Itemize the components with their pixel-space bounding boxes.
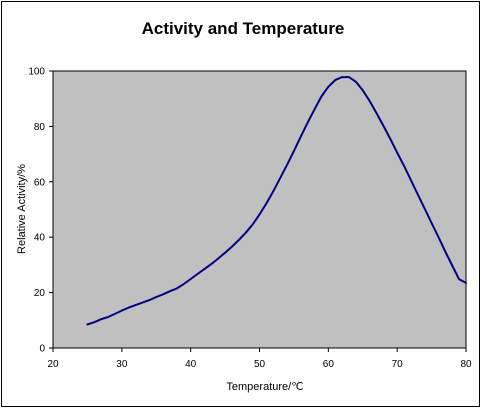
data-point [382, 125, 384, 127]
data-point [334, 79, 336, 81]
data-point [396, 152, 398, 154]
data-point [135, 304, 137, 306]
data-point [444, 251, 446, 253]
y-tick-label: 20 [34, 288, 46, 299]
data-point [258, 213, 261, 216]
data-point [293, 150, 295, 152]
data-point [300, 136, 302, 138]
data-point [320, 95, 323, 98]
data-point [272, 190, 274, 192]
y-tick-label: 80 [34, 122, 46, 133]
data-point [169, 290, 171, 292]
x-tick-label: 40 [185, 359, 197, 370]
data-point [430, 222, 433, 224]
data-point [217, 257, 219, 260]
data-point [375, 112, 378, 114]
data-point [465, 282, 467, 284]
x-tick-label: 30 [116, 359, 128, 370]
data-point [348, 76, 350, 78]
x-tick-label: 60 [323, 359, 335, 370]
series-points [86, 76, 467, 326]
data-point [369, 100, 371, 102]
data-point [155, 296, 157, 298]
data-point [313, 108, 316, 110]
data-point [403, 165, 405, 167]
data-point [355, 81, 357, 83]
plot-area [52, 70, 467, 349]
data-point [252, 223, 254, 226]
data-point [410, 179, 412, 181]
data-point [424, 208, 426, 210]
data-point [148, 299, 150, 301]
data-point [238, 239, 240, 241]
x-tick-label: 20 [47, 359, 59, 370]
data-point [224, 252, 226, 254]
y-tick-label: 60 [34, 177, 46, 188]
data-point [451, 264, 453, 267]
data-point [437, 236, 440, 238]
data-point [141, 301, 144, 304]
series-line [86, 76, 467, 326]
data-point [100, 318, 102, 320]
data-point [307, 121, 309, 124]
y-axis-label: Relative Activity/% [16, 164, 28, 254]
y-tick-label: 40 [34, 233, 46, 244]
data-point [417, 193, 419, 196]
y-tick-label: 0 [39, 344, 45, 355]
data-point [341, 76, 343, 78]
data-point [93, 321, 95, 323]
data-point [245, 232, 247, 234]
data-point [458, 278, 460, 280]
data-point [389, 138, 391, 140]
data-point [121, 310, 123, 312]
data-point [190, 278, 192, 280]
data-point [176, 287, 178, 290]
x-tick-label: 70 [392, 359, 404, 370]
data-point [162, 293, 164, 295]
data-point [286, 164, 288, 166]
data-point [265, 202, 267, 205]
data-point [183, 283, 185, 285]
x-axis: 20 30 40 50 60 70 80 [47, 348, 472, 370]
data-point [231, 246, 233, 248]
data-point [327, 86, 329, 88]
y-tick-label: 100 [28, 67, 45, 78]
y-axis: 0 20 40 60 80 100 [28, 67, 53, 355]
data-point [86, 323, 89, 326]
data-point [279, 177, 281, 179]
x-tick-label: 80 [460, 359, 472, 370]
data-point [196, 273, 199, 275]
data-point [114, 313, 116, 315]
data-point [128, 306, 130, 309]
data-point [203, 268, 206, 270]
chart-title: Activity and Temperature [142, 19, 345, 38]
data-point [362, 89, 364, 91]
data-point [210, 263, 212, 265]
x-tick-label: 50 [254, 359, 266, 370]
x-axis-label: Temperature/℃ [226, 381, 303, 393]
data-point [107, 316, 109, 318]
